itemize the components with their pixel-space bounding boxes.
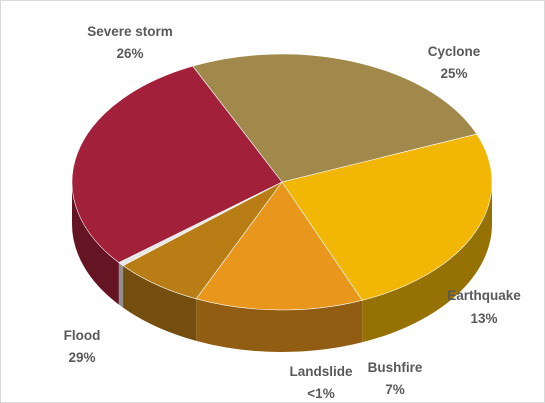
pie-tops (71, 53, 493, 311)
pie-labels: Severe storm 26% Cyclone 25% Earthquake … (64, 24, 522, 401)
slice-label-flood: Flood (64, 328, 101, 343)
slice-severe-storm (192, 53, 478, 183)
slice-side-cyclone (362, 182, 492, 343)
pie-sides (72, 182, 492, 352)
slice-value-flood: 29% (68, 350, 95, 365)
slice-side-bushfire (123, 265, 197, 341)
slice-value-bushfire: 7% (385, 382, 405, 397)
slice-value-landslide: <1% (307, 386, 334, 401)
slice-value-severe-storm: 26% (116, 46, 143, 61)
slice-earthquake (195, 181, 363, 311)
slice-label-severe-storm: Severe storm (87, 24, 173, 39)
slice-side-earthquake (196, 298, 363, 352)
slice-label-bushfire: Bushfire (368, 360, 423, 375)
slice-side-landslide (118, 262, 124, 308)
slice-flood (71, 65, 283, 263)
slice-label-cyclone: Cyclone (428, 44, 481, 59)
slice-side-flood (72, 182, 119, 305)
slice-value-earthquake: 13% (470, 311, 497, 326)
slice-cyclone (281, 133, 493, 301)
slice-label-earthquake: Earthquake (447, 288, 521, 303)
slice-label-landslide: Landslide (289, 364, 353, 379)
slice-value-cyclone: 25% (440, 66, 467, 81)
